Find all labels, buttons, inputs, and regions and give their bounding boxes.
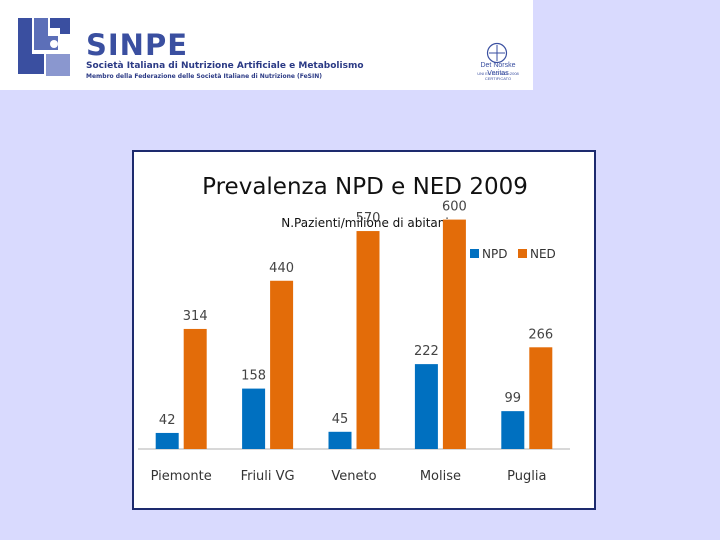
legend-label-npd: NPD <box>482 247 507 261</box>
bar-npd-veneto <box>328 431 352 449</box>
bar-chart: Prevalenza NPD e NED 2009 N.Pazienti/mili… <box>138 174 570 484</box>
brand-membership: Membro della Federazione delle Società I… <box>86 73 322 80</box>
bar-npd-molise <box>414 364 438 449</box>
cert-name: Det Norske Veritas <box>480 62 516 77</box>
x-tick-label-friuli-vg: Friuli VG <box>241 469 295 484</box>
bar-ned-molise <box>442 219 466 449</box>
header-banner: SINPE Società Italiana di Nutrizione Art… <box>0 0 533 90</box>
data-label-ned-piemonte: 314 <box>183 309 208 324</box>
data-label-npd-molise: 222 <box>414 344 439 359</box>
chart-subtitle: N.Pazienti/milione di abitani <box>281 216 448 230</box>
chart-title: Prevalenza NPD e NED 2009 <box>202 174 528 200</box>
sinpe-logo-icon <box>16 16 72 78</box>
data-label-npd-piemonte: 42 <box>159 413 176 428</box>
data-label-npd-puglia: 99 <box>505 391 522 406</box>
brand-subtitle: Società Italiana di Nutrizione Artificia… <box>86 61 364 71</box>
x-tick-label-molise: Molise <box>420 469 461 484</box>
bar-npd-puglia <box>501 411 525 449</box>
bar-ned-piemonte <box>183 328 207 449</box>
chart-panel: Prevalenza NPD e NED 2009 N.Pazienti/mili… <box>132 150 596 510</box>
x-tick-label-puglia: Puglia <box>507 469 546 484</box>
cert-standard: UNI EN ISO 9001:2008 <box>477 71 519 76</box>
x-tick-label-piemonte: Piemonte <box>151 469 212 484</box>
bar-ned-puglia <box>529 347 553 449</box>
data-label-ned-friuli-vg: 440 <box>269 261 294 276</box>
brand-name: SINPE <box>86 28 189 62</box>
legend-swatch-ned <box>518 249 527 258</box>
bar-ned-veneto <box>356 231 380 449</box>
bar-ned-friuli-vg <box>270 280 294 449</box>
bar-npd-piemonte <box>155 432 179 449</box>
certification-seal-icon <box>486 42 508 64</box>
x-tick-label-veneto: Veneto <box>331 469 376 484</box>
data-label-npd-veneto: 45 <box>332 412 349 427</box>
cert-label: CERTIFICATO <box>484 76 512 81</box>
data-label-ned-molise: 600 <box>442 200 467 215</box>
data-label-ned-veneto: 570 <box>356 211 381 226</box>
bar-npd-friuli-vg <box>242 388 266 449</box>
legend-swatch-npd <box>470 249 479 258</box>
data-label-ned-puglia: 266 <box>528 327 553 342</box>
data-label-npd-friuli-vg: 158 <box>241 369 266 384</box>
legend-label-ned: NED <box>530 247 556 261</box>
